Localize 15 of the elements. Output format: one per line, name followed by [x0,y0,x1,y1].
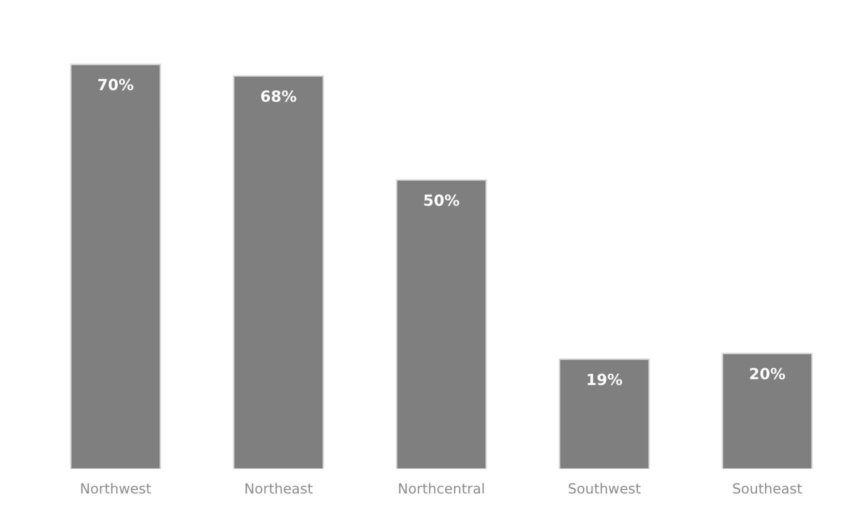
data-label: 68% [261,90,296,102]
data-label: 70% [98,78,134,90]
x-tick-label: Northeast [246,482,312,494]
x-tick-label: Southwest [568,482,640,494]
bar [558,358,650,470]
bar [722,352,813,470]
x-tick-label: Northwest [81,482,151,494]
x-tick-label: Northcentral [399,482,484,494]
bar [70,64,162,470]
bar [396,179,487,470]
bar [232,75,324,470]
data-label: 19% [588,374,622,386]
x-tick-label: Southeast [733,482,802,494]
data-label: 50% [424,194,460,206]
data-label: 20% [750,368,786,380]
